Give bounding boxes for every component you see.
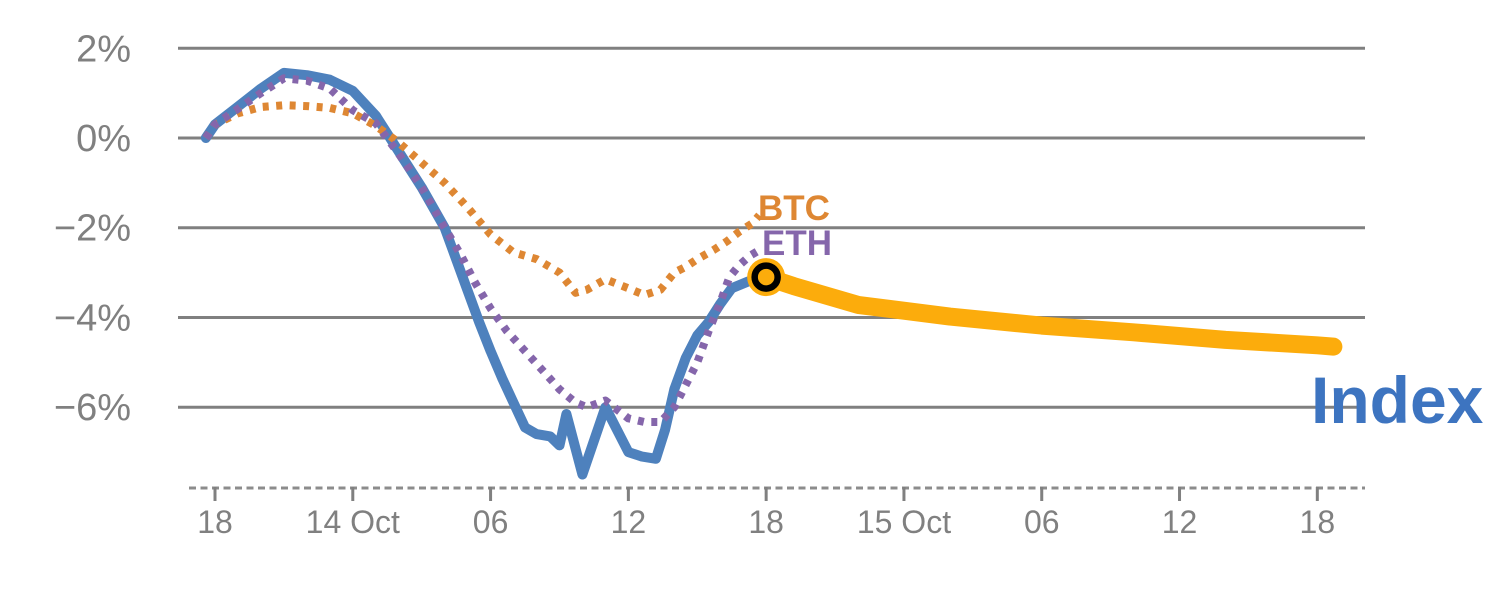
x-axis-label: 12: [1162, 504, 1198, 540]
x-axis-label: 15 Oct: [857, 504, 951, 540]
y-axis-label: −6%: [54, 387, 131, 429]
x-axis-label: 18: [197, 504, 233, 540]
eth-series-label: ETH: [762, 224, 832, 263]
btc-series-line: [202, 101, 763, 299]
marker-ring-icon: [751, 262, 781, 292]
btc-series-label: BTC: [758, 189, 830, 228]
index-series-line: [200, 67, 772, 480]
x-axis-label: 18: [1300, 504, 1336, 540]
index-projection-series-line: [757, 268, 1343, 356]
eth-series-line: [202, 74, 762, 426]
x-axis-label: 12: [611, 504, 647, 540]
y-axis-label: −2%: [54, 208, 131, 250]
y-axis-label: 2%: [76, 28, 131, 70]
x-axis-label: 06: [473, 504, 509, 540]
y-axis-label: 0%: [76, 118, 131, 160]
y-axis-label: −4%: [54, 297, 131, 339]
x-axis-label: 18: [748, 504, 784, 540]
x-axis-label: 14 Oct: [306, 504, 400, 540]
index-series-label: Index: [1311, 363, 1484, 437]
x-axis-label: 06: [1024, 504, 1060, 540]
